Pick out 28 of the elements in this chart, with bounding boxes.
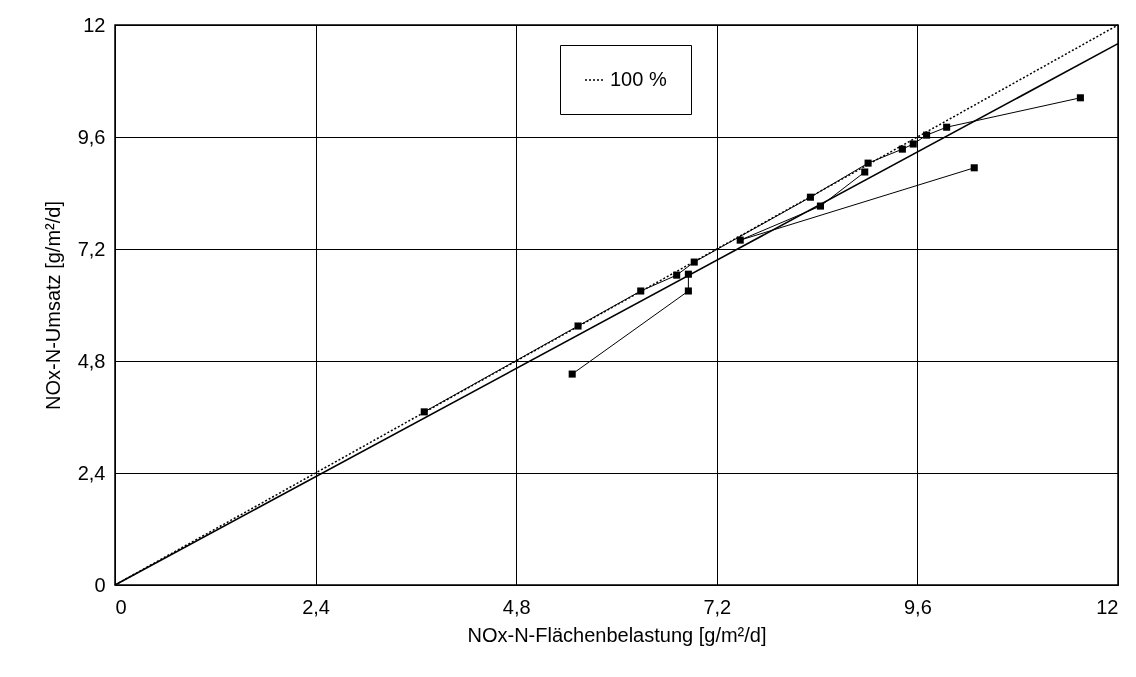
point <box>574 322 582 330</box>
y-tick-label: 9,6 <box>77 125 106 148</box>
y-tick-label: 7,2 <box>77 237 106 260</box>
point <box>1076 94 1084 102</box>
point <box>673 271 681 279</box>
point <box>898 145 906 153</box>
point <box>861 168 869 176</box>
y-axis-title: NOx-N-Umsatz [g/m²/d] <box>41 201 64 410</box>
point <box>736 236 744 244</box>
point <box>637 287 645 295</box>
y-tick-label: 2,4 <box>77 461 106 484</box>
point <box>909 140 917 148</box>
y-tick-label: 0 <box>94 573 106 596</box>
point <box>943 123 951 131</box>
point <box>568 370 576 378</box>
point <box>684 287 692 295</box>
point <box>970 164 978 172</box>
y-tick-label: 12 <box>83 13 106 36</box>
x-tick-label: 7,2 <box>703 595 732 618</box>
x-axis-title: NOx-N-Flächenbelastung [g/m²/d] <box>467 623 767 646</box>
point <box>923 131 931 139</box>
x-tick-label: 0 <box>115 595 127 618</box>
x-tick-label: 9,6 <box>903 595 932 618</box>
y-tick-label: 4,8 <box>77 349 106 372</box>
legend-label: 100 % <box>610 68 667 90</box>
x-tick-label: 4,8 <box>502 595 531 618</box>
x-tick-label: 12 <box>1096 595 1119 618</box>
x-tick-label: 2,4 <box>302 595 331 618</box>
